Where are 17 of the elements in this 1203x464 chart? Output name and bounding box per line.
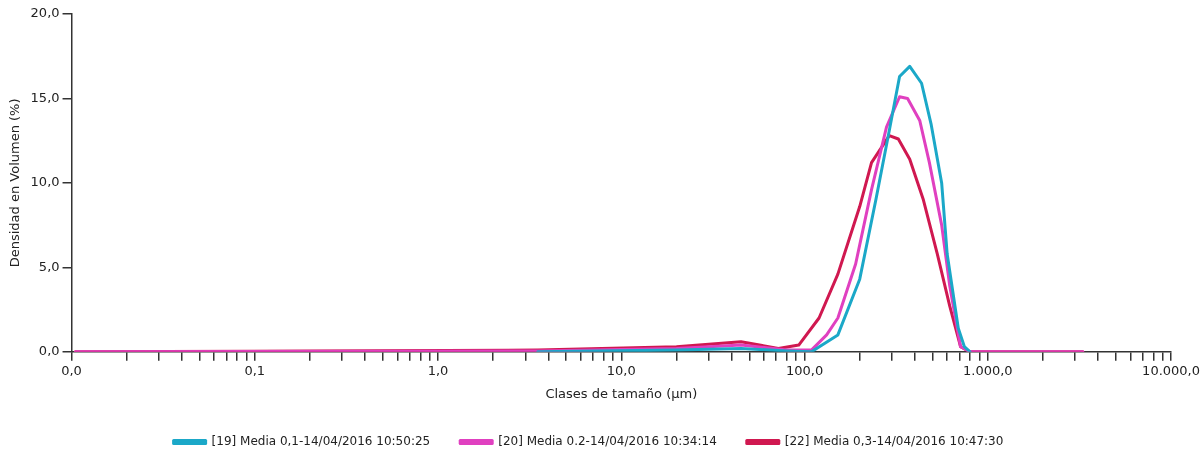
x-tick-label: 100,0	[785, 362, 824, 378]
legend-label: [22] Media 0,3-14/04/2016 10:47:30	[784, 434, 1004, 449]
y-tick-label: 5,0	[38, 258, 60, 274]
x-tick-label: 10.000,0	[1142, 362, 1200, 378]
x-tick-label: 0,1	[244, 362, 266, 378]
legend-label: [20] Media 0.2-14/04/2016 10:34:14	[498, 434, 717, 449]
x-tick-label: 1.000,0	[962, 362, 1013, 378]
x-tick-label: 0,0	[61, 362, 82, 378]
y-tick-label: 10,0	[30, 174, 60, 190]
x-tick-label: 10,0	[606, 362, 636, 378]
y-tick-label: 15,0	[30, 89, 60, 105]
x-tick-label: 1,0	[427, 362, 449, 378]
y-tick-label: 20,0	[30, 5, 60, 21]
y-tick-label: 0,0	[38, 343, 60, 359]
x-axis-title: Clases de tamaño (µm)	[545, 385, 698, 401]
legend-label: [19] Media 0,1-14/04/2016 10:50:25	[211, 434, 431, 449]
y-axis-title: Densidad en Volumen (%)	[7, 98, 23, 268]
